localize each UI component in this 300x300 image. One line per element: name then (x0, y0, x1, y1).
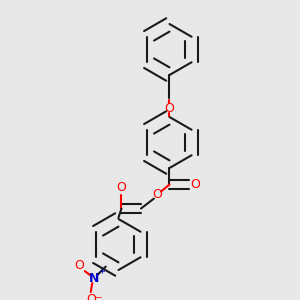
Text: +: + (98, 268, 105, 277)
Text: O: O (165, 101, 174, 115)
Text: O: O (117, 181, 126, 194)
Text: O: O (153, 188, 162, 202)
Text: O: O (86, 293, 96, 300)
Text: O: O (191, 178, 200, 191)
Text: N: N (88, 272, 99, 285)
Text: O: O (74, 259, 84, 272)
Text: −: − (94, 292, 102, 300)
